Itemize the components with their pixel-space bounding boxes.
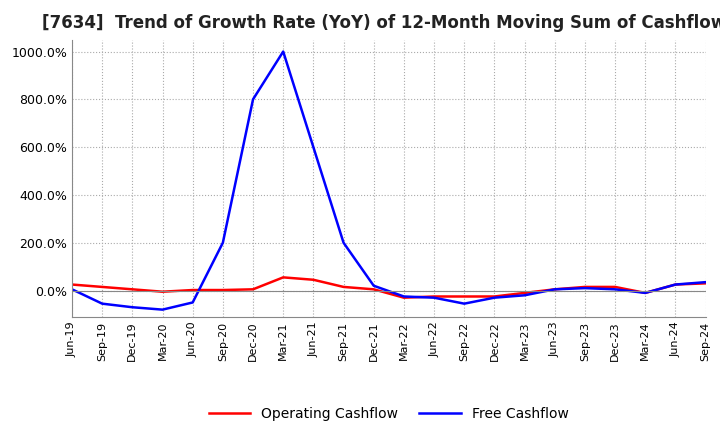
Operating Cashflow bbox=[430, 294, 438, 299]
Free Cashflow bbox=[580, 286, 589, 291]
Line: Operating Cashflow: Operating Cashflow bbox=[72, 277, 706, 298]
Free Cashflow bbox=[521, 293, 529, 298]
Operating Cashflow bbox=[339, 284, 348, 290]
Free Cashflow bbox=[219, 240, 228, 246]
Operating Cashflow bbox=[189, 287, 197, 293]
Free Cashflow bbox=[158, 307, 167, 312]
Free Cashflow bbox=[309, 144, 318, 150]
Operating Cashflow bbox=[550, 287, 559, 292]
Free Cashflow bbox=[460, 301, 469, 306]
Free Cashflow bbox=[369, 283, 378, 288]
Free Cashflow bbox=[248, 97, 257, 102]
Operating Cashflow bbox=[701, 281, 710, 286]
Legend: Operating Cashflow, Free Cashflow: Operating Cashflow, Free Cashflow bbox=[203, 401, 575, 426]
Operating Cashflow bbox=[309, 277, 318, 282]
Free Cashflow bbox=[128, 304, 137, 310]
Operating Cashflow bbox=[68, 282, 76, 287]
Operating Cashflow bbox=[521, 290, 529, 296]
Free Cashflow bbox=[279, 49, 287, 54]
Operating Cashflow bbox=[611, 284, 619, 290]
Operating Cashflow bbox=[219, 287, 228, 293]
Operating Cashflow bbox=[98, 284, 107, 290]
Free Cashflow bbox=[701, 279, 710, 285]
Operating Cashflow bbox=[158, 289, 167, 294]
Operating Cashflow bbox=[460, 294, 469, 299]
Operating Cashflow bbox=[671, 282, 680, 287]
Free Cashflow bbox=[671, 282, 680, 287]
Free Cashflow bbox=[611, 287, 619, 292]
Free Cashflow bbox=[339, 240, 348, 246]
Title: [7634]  Trend of Growth Rate (YoY) of 12-Month Moving Sum of Cashflows: [7634] Trend of Growth Rate (YoY) of 12-… bbox=[42, 15, 720, 33]
Operating Cashflow bbox=[369, 287, 378, 292]
Operating Cashflow bbox=[248, 287, 257, 292]
Operating Cashflow bbox=[580, 284, 589, 290]
Line: Free Cashflow: Free Cashflow bbox=[72, 51, 706, 310]
Free Cashflow bbox=[490, 295, 499, 301]
Free Cashflow bbox=[641, 290, 649, 296]
Operating Cashflow bbox=[641, 290, 649, 296]
Operating Cashflow bbox=[490, 294, 499, 299]
Operating Cashflow bbox=[279, 275, 287, 280]
Free Cashflow bbox=[430, 295, 438, 301]
Free Cashflow bbox=[68, 287, 76, 292]
Operating Cashflow bbox=[400, 295, 408, 301]
Free Cashflow bbox=[550, 287, 559, 292]
Free Cashflow bbox=[400, 294, 408, 299]
Operating Cashflow bbox=[128, 287, 137, 292]
Free Cashflow bbox=[98, 301, 107, 306]
Free Cashflow bbox=[189, 300, 197, 305]
